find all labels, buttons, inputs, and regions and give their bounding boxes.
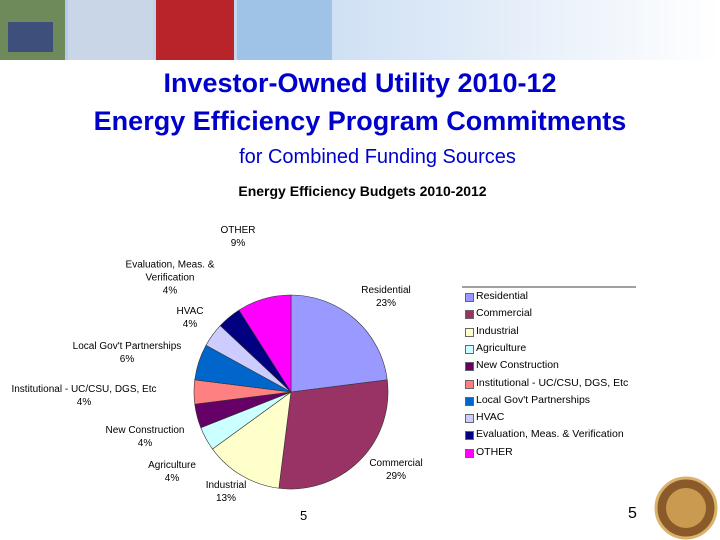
title-line: Energy Efficiency Program Commitments	[93, 106, 627, 136]
pie-label-value: 6%	[119, 354, 135, 365]
pie-label-category: Industrial	[205, 480, 247, 491]
legend-label: Industrial	[476, 324, 519, 337]
pie-label-category: HVAC	[176, 306, 204, 317]
legend-swatch	[465, 431, 474, 441]
legend-swatch	[465, 327, 474, 337]
pie-label-category: Institutional - UC/CSU, DGS, Etc	[11, 384, 157, 395]
legend-swatch	[465, 414, 474, 424]
pie-label-category: New Construction	[105, 425, 185, 436]
title-line: Investor-Owned Utility 2010-12	[163, 68, 557, 98]
pie-label-value: 4%	[162, 285, 178, 297]
slide-number: 5	[628, 505, 637, 522]
legend-swatch	[465, 344, 474, 354]
pie-label: New Construction 4%	[106, 424, 185, 450]
legend-label: Institutional - UC/CSU, DGS, Etc	[476, 376, 629, 389]
pie-label-value: 29%	[385, 471, 406, 482]
pie-label: OTHER 9%	[221, 224, 256, 250]
legend-label: OTHER	[476, 445, 513, 458]
pie-label-category: Evaluation, Meas. & Verification	[125, 259, 215, 284]
chart-page-number: 5	[300, 508, 308, 523]
pie-label-category: Commercial	[369, 458, 423, 469]
legend-swatch	[465, 396, 474, 406]
pie-label-value: 4%	[164, 473, 180, 484]
pie-label-value: 9%	[230, 238, 246, 249]
photo-water	[237, 0, 332, 60]
pie-label-value: 13%	[215, 493, 237, 504]
photo-keypad	[68, 0, 153, 60]
legend-swatch	[465, 362, 474, 372]
pie-label: Commercial 29%	[369, 457, 422, 483]
pie-slice	[290, 294, 388, 393]
legend-label: New Construction	[476, 359, 559, 372]
pie-label-value: 4%	[137, 438, 153, 449]
pie-slice	[278, 379, 389, 490]
subtitle: for Combined Funding Sources	[239, 146, 516, 168]
pie-label-value: 4%	[182, 319, 198, 330]
pie-label: Evaluation, Meas. & Verification 4%	[110, 259, 230, 298]
pie-slice	[238, 294, 292, 394]
pie-label: Local Gov't Partnerships 6%	[73, 340, 182, 366]
legend-label: Residential	[476, 290, 528, 302]
pie-label-category: Agriculture	[148, 460, 196, 471]
seal-inner	[666, 488, 706, 528]
pie-label-value: 23%	[375, 298, 397, 309]
solar-panel	[8, 22, 53, 52]
chart-title: Energy Efficiency Budgets 2010-2012	[238, 183, 487, 199]
legend-label: Commercial	[476, 307, 533, 320]
pie-label: Industrial 13%	[206, 479, 247, 505]
legend-swatch	[465, 448, 474, 458]
pie-label: Institutional - UC/CSU, DGS, Etc 4%	[9, 383, 159, 409]
legend-swatch	[465, 379, 474, 389]
pie	[193, 294, 389, 490]
photo-train	[156, 0, 234, 60]
legend-swatch	[465, 310, 474, 320]
legend-label: HVAC	[476, 411, 505, 424]
pie-label-category: OTHER	[220, 225, 256, 236]
pie-label-value: 4%	[76, 397, 92, 408]
pie-label-category: Local Gov't Partnerships	[72, 341, 182, 352]
legend-swatch	[465, 293, 474, 302]
pie-label: Agriculture 4%	[148, 459, 196, 485]
pie-label: HVAC 4%	[176, 305, 203, 331]
pie-label: Residential 23%	[361, 284, 410, 310]
pie-label-category: Residential	[361, 285, 411, 296]
pie-slice	[212, 391, 292, 489]
legend-label: Local Gov't Partnerships	[476, 393, 591, 406]
legend-label: Evaluation, Meas. & Verification	[476, 428, 624, 441]
legend-label: Agriculture	[476, 341, 527, 354]
